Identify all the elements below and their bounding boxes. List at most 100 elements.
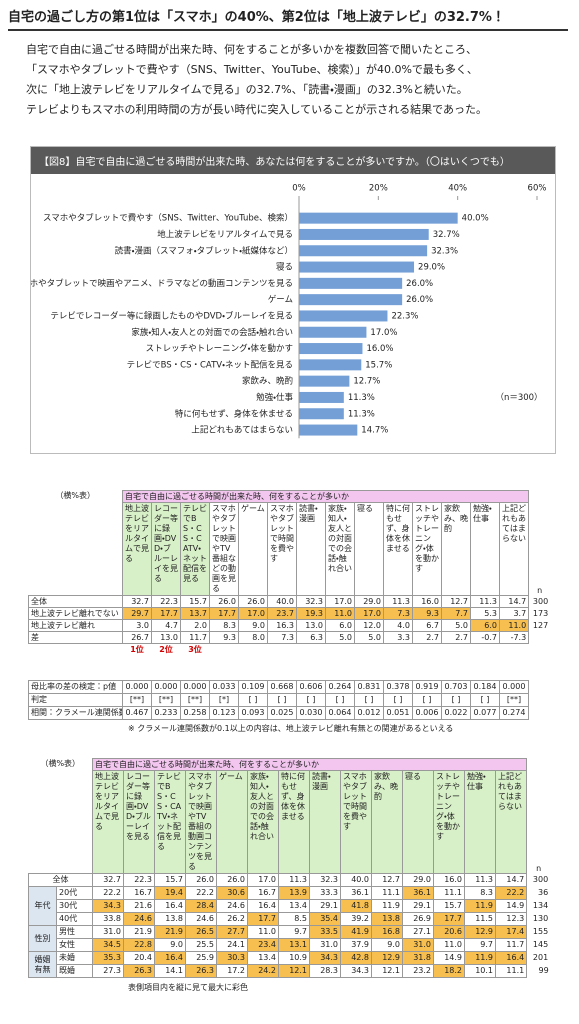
cell: 40.0 — [340, 873, 373, 887]
cell: 0.831 — [354, 680, 384, 694]
cell: 7.3 — [383, 607, 413, 620]
cell: 31.0 — [402, 938, 435, 952]
cell: 24.6 — [216, 899, 249, 913]
intro-line: テレビよりもスマホの利用時間の方が長い時代に突入していることが示される結果であっ… — [26, 103, 488, 116]
cell: 26.5 — [185, 925, 218, 939]
row-label: 相関：クラメール連関係数 — [28, 706, 123, 720]
page-title: 自宅の過ごし方の第1位は「スマホ」の40%、第2位は「地上波テレビ」の32.7%… — [8, 6, 568, 31]
cell: 39.2 — [340, 912, 373, 926]
row-label: 未婚 — [55, 951, 94, 965]
cell: -7.3 — [498, 631, 530, 644]
header-row: （横%表） 自宅で自由に過ごせる時間が出来た時、何をすることが多いか — [29, 758, 551, 771]
cell: 134 — [532, 901, 549, 910]
cell: 26.0 — [185, 873, 218, 887]
cell: 10.1 — [464, 964, 497, 978]
cell: 29.0 — [402, 873, 435, 887]
cell: [ ] — [441, 693, 471, 707]
cell: [**] — [151, 693, 181, 707]
cell: 37.9 — [340, 938, 373, 952]
bar — [299, 245, 428, 257]
cell: 14.9 — [433, 951, 466, 965]
row-label: 全体 — [27, 873, 94, 887]
cell: 9.3 — [412, 607, 442, 620]
blank — [239, 644, 268, 656]
cell: 36.1 — [402, 886, 435, 900]
cell: 26.3 — [123, 964, 156, 978]
cell: 10.9 — [278, 951, 311, 965]
value-label: 26.0% — [406, 295, 433, 305]
cell: 8.3 — [464, 886, 497, 900]
cell: 30.6 — [216, 886, 249, 900]
cell: 0.025 — [267, 706, 297, 720]
cell: 0.030 — [296, 706, 326, 720]
column-header: 家族・知人・友人との対面での会話・触れ合い — [247, 770, 280, 874]
cell: 17.7 — [151, 607, 181, 620]
cell: 7.3 — [267, 631, 297, 644]
cell: 26.0 — [209, 595, 239, 608]
cell: 13.1 — [278, 938, 311, 952]
category-label: ゲーム — [268, 294, 293, 305]
cell: 13.8 — [371, 912, 404, 926]
cell: [ ] — [238, 693, 268, 707]
cell: 2.7 — [441, 631, 471, 644]
value-label: 12.7% — [353, 377, 380, 387]
cell: 33.8 — [92, 912, 125, 926]
cell: 0.919 — [412, 680, 442, 694]
column-header: スマホやタブレットで時間を費やす — [340, 770, 373, 874]
cell: 127 — [532, 620, 549, 630]
blank — [413, 644, 442, 656]
cell: 15.7 — [433, 899, 466, 913]
cell: -0.7 — [470, 631, 500, 644]
cell: 12.7 — [371, 873, 404, 887]
cell: 31.0 — [92, 925, 125, 939]
bar — [299, 277, 403, 289]
cell: 17.0 — [354, 607, 384, 620]
blank — [29, 644, 123, 656]
cell: 11.1 — [433, 886, 466, 900]
intro-line: 自宅で自由に過ごせる時間が出来た時、何をすることが多いかを複数回答で聞いたところ… — [26, 43, 477, 56]
cell: 11.1 — [495, 964, 528, 978]
cell: 23.2 — [402, 964, 435, 978]
cell: 23.4 — [247, 938, 280, 952]
column-header: スマホやタブレットで映画やTV番組などの動画を見る — [209, 502, 239, 596]
intro-line: 「スマホやタブレットで費やす（SNS、Twitter、YouTube、検索）」が… — [26, 63, 478, 76]
value-label: 32.3% — [431, 246, 458, 256]
category-label: 家飲み、晩酌 — [242, 376, 293, 387]
table-2: （横%表） 自宅で自由に過ごせる時間が出来た時、何をすることが多いか 地上波テレビを… — [27, 758, 551, 993]
profile-table: （横%表） 自宅で自由に過ごせる時間が出来た時、何をすることが多いか 地上波テレビを… — [27, 758, 551, 978]
cell: 155 — [532, 927, 549, 936]
cell: 5.0 — [325, 631, 355, 644]
row-label: 20代 — [55, 886, 94, 900]
group-label: 性別 — [28, 925, 57, 952]
group-label: 年代 — [28, 886, 57, 926]
cell: 0.233 — [151, 706, 181, 720]
cell: 11.0 — [433, 938, 466, 952]
data-row: 婚姻有無 未婚 35.3 20.4 16.4 25.9 30.3 13.4 10.9 34.3 42… — [28, 951, 551, 978]
column-header: n — [537, 585, 543, 595]
cell: 15.7 — [180, 595, 210, 608]
cell: 27.1 — [402, 925, 435, 939]
cell: 27.7 — [216, 925, 249, 939]
cell: 36.1 — [340, 886, 373, 900]
cell: 9.0 — [154, 938, 187, 952]
data-row: 地上波テレビ離れでない 29.7 17.7 13.7 17.7 17.0 23.7 19.3 1… — [28, 607, 551, 620]
column-header: 読書・漫画 — [309, 770, 342, 874]
blank — [297, 644, 326, 656]
cell: 0.264 — [325, 680, 355, 694]
cell: 19.4 — [154, 886, 187, 900]
data-row: 女性 34.5 22.8 9.0 25.5 24.1 23.4 13.1 31.0 37.9 9.0… — [29, 938, 551, 952]
cell: 17.7 — [433, 912, 466, 926]
cell: 26.3 — [185, 964, 218, 978]
column-header: テレビでBS・CS・CATV・ネット配信を見る — [154, 770, 187, 874]
column-header: 上記どれもあてはまらない — [495, 770, 528, 874]
cell: 26.0 — [238, 595, 268, 608]
cell: 22.2 — [185, 886, 218, 900]
rank: 3位 — [188, 644, 202, 654]
cell: 32.3 — [309, 873, 342, 887]
cell: 12.9 — [371, 951, 404, 965]
cell: 2.7 — [412, 631, 442, 644]
cell: 11.7 — [180, 631, 210, 644]
cell: 14.1 — [154, 964, 187, 978]
blank — [442, 644, 471, 656]
cell: 300 — [532, 875, 549, 884]
